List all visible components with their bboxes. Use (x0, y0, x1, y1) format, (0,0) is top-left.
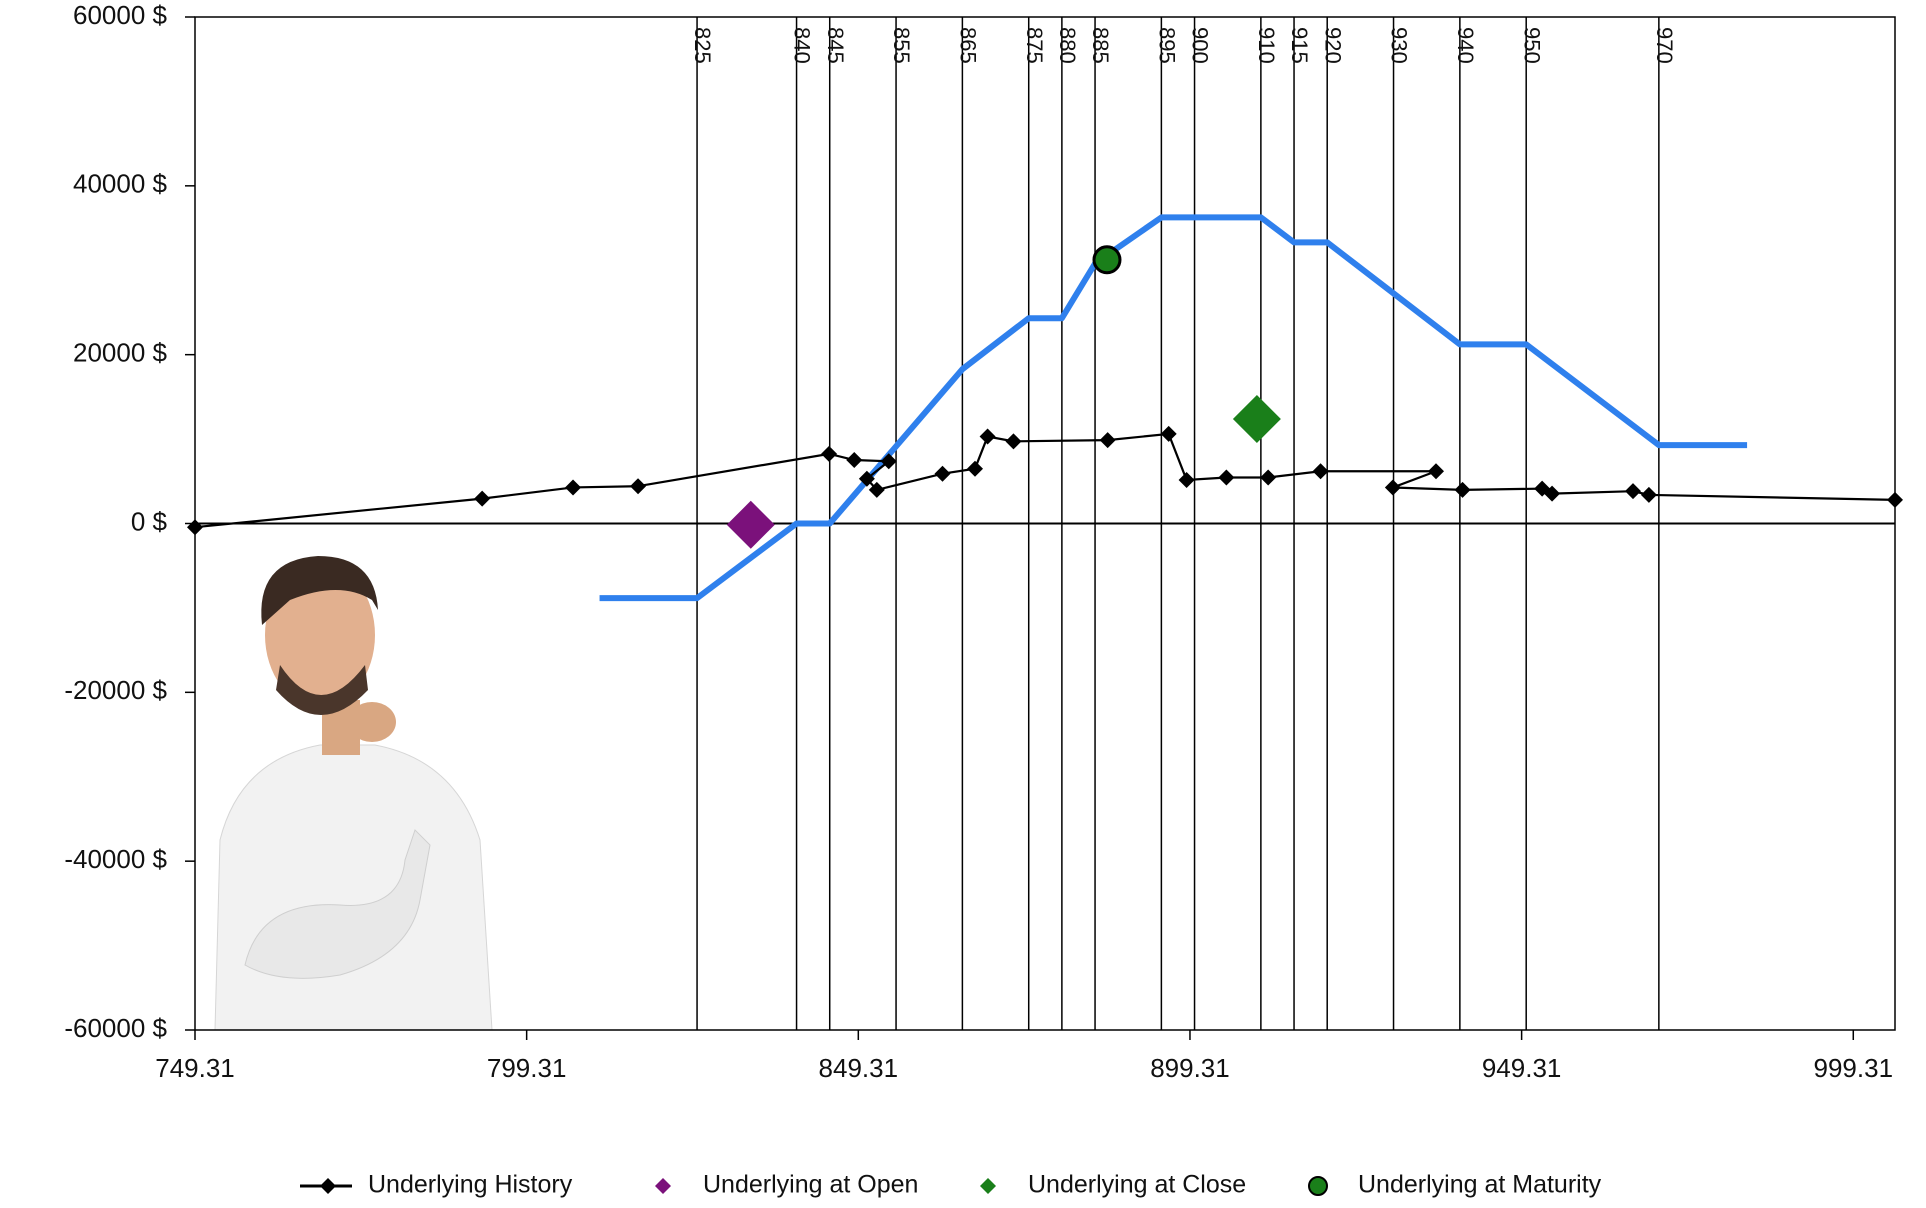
marker-diamond (821, 445, 838, 462)
marker-diamond (1099, 432, 1116, 449)
legend-marker (1308, 1176, 1328, 1196)
marker-diamond (630, 478, 647, 495)
marker-diamond (868, 481, 885, 498)
x-tick-label: 999.31 (1814, 1053, 1894, 1083)
y-tick-label: -40000 $ (64, 844, 167, 874)
marker-diamond (979, 428, 996, 445)
marker-diamond (1640, 486, 1657, 503)
marker-diamond (846, 452, 863, 469)
legend-marker (655, 1178, 671, 1194)
person-photo (200, 556, 500, 1031)
strike-label: 895 (1155, 27, 1180, 64)
beard (276, 665, 368, 715)
y-tick-label: 20000 $ (73, 338, 168, 368)
marker-diamond (1312, 463, 1329, 480)
marker-diamond (880, 453, 897, 470)
marker-diamond (1160, 425, 1177, 442)
legend-text: Underlying at Maturity (1358, 1171, 1602, 1199)
marker-diamond (1427, 463, 1444, 480)
history-line (194, 432, 1896, 529)
y-tick-label: -60000 $ (64, 1013, 167, 1043)
strike-label: 855 (889, 27, 914, 64)
marker-diamond (1624, 483, 1641, 500)
strike-label: 875 (1022, 27, 1047, 64)
x-tick-label: 799.31 (487, 1053, 567, 1083)
y-tick-label: 0 $ (131, 506, 168, 536)
hair (261, 556, 378, 625)
marker-diamond (934, 465, 951, 482)
hand (348, 702, 396, 742)
marker-diamond (1218, 469, 1235, 486)
strike-label: 915 (1287, 27, 1312, 64)
marker-diamond (565, 479, 582, 496)
strike-label: 880 (1055, 27, 1080, 64)
strike-label: 845 (823, 27, 848, 64)
y-tick-label: -20000 $ (64, 675, 167, 705)
marker-diamond (1384, 479, 1401, 496)
strike-label: 940 (1453, 27, 1478, 64)
marker-diamond (1178, 471, 1195, 488)
marker-diamond (1544, 485, 1561, 502)
marker-diamond (1260, 469, 1277, 486)
y-tick-label: 40000 $ (73, 169, 168, 199)
strike-label: 930 (1387, 27, 1412, 64)
legend-marker (320, 1178, 336, 1194)
strike-label: 825 (690, 27, 715, 64)
marker-diamond (474, 490, 491, 507)
strike-label: 970 (1652, 27, 1677, 64)
arm (244, 829, 431, 979)
strike-label: 910 (1254, 27, 1279, 64)
strike-label: 865 (956, 27, 981, 64)
strike-label: 840 (790, 27, 815, 64)
marker-diamond (1005, 433, 1022, 450)
legend-marker (980, 1178, 996, 1194)
x-tick-label: 749.31 (155, 1053, 235, 1083)
x-tick-label: 849.31 (819, 1053, 899, 1083)
marker-diamond (187, 519, 203, 536)
strike-label: 885 (1088, 27, 1113, 64)
marker-diamond (726, 500, 775, 549)
marker-diamond (1232, 394, 1281, 443)
payoff-line (599, 214, 1748, 602)
legend-text: Underlying at Close (1028, 1171, 1246, 1199)
x-tick-label: 899.31 (1150, 1053, 1230, 1083)
marker-diamond (1454, 481, 1471, 498)
legend-text: Underlying at Open (703, 1171, 918, 1199)
x-tick-label: 949.31 (1482, 1053, 1562, 1083)
strike-label: 900 (1188, 27, 1213, 64)
marker-diamond (1887, 491, 1903, 508)
marker-diamond (966, 460, 983, 477)
shirt (214, 744, 493, 1031)
strike-label: 950 (1519, 27, 1544, 64)
marker-diamond (858, 470, 875, 487)
legend-text: Underlying History (368, 1171, 573, 1199)
marker-circle (1092, 245, 1122, 275)
y-tick-label: 60000 $ (73, 0, 168, 30)
strike-label: 920 (1320, 27, 1345, 64)
